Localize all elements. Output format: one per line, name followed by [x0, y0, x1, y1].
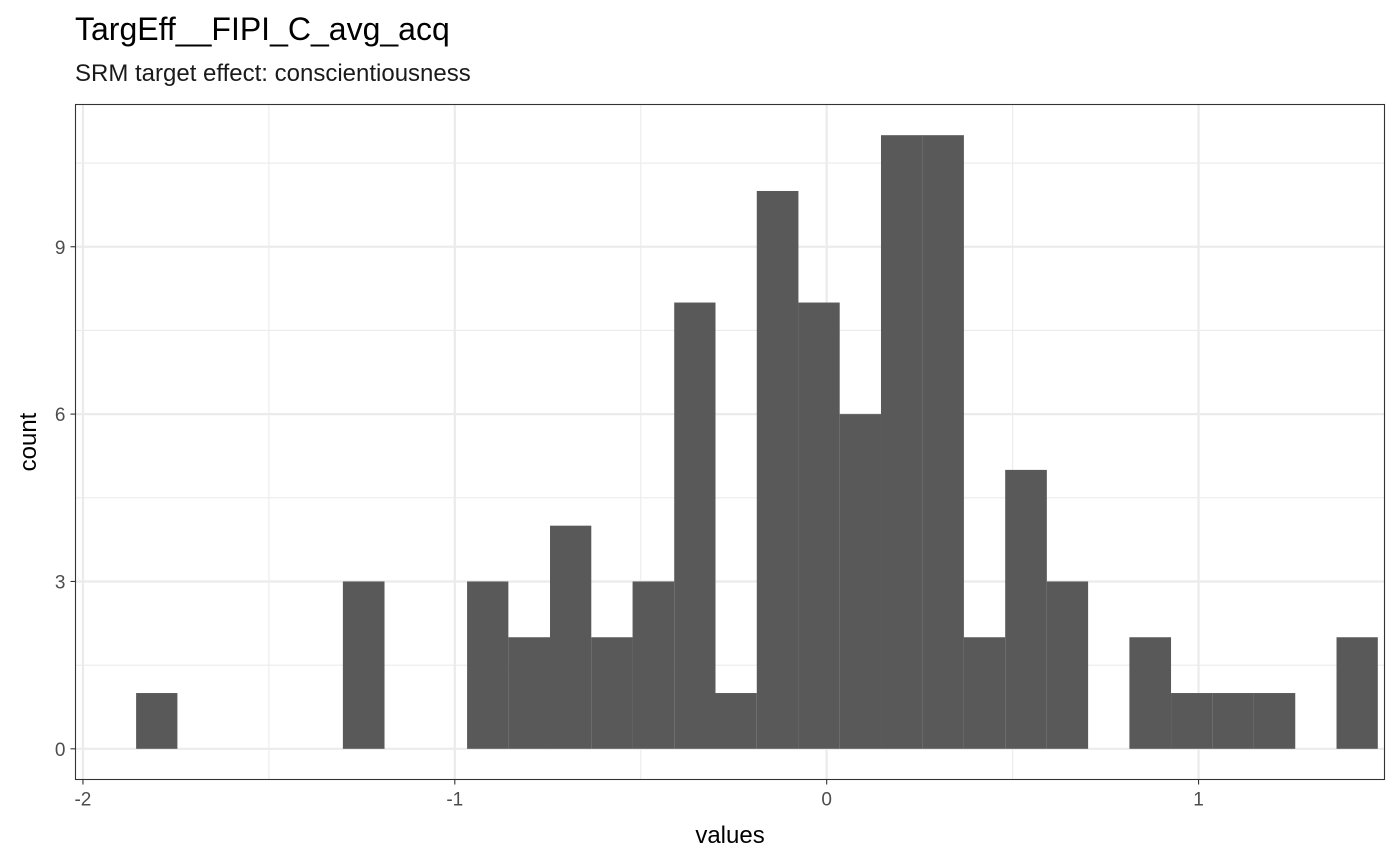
histogram-bar: [508, 637, 551, 749]
x-tick-label: 1: [1193, 790, 1204, 811]
histogram-bar: [798, 302, 840, 749]
histogram-bar: [1005, 469, 1047, 749]
histogram-bar: [880, 135, 923, 749]
histogram-bar: [1171, 693, 1213, 749]
histogram-bar: [1129, 637, 1172, 749]
y-axis-title: count: [15, 412, 42, 471]
y-axis: 0 3 6 9: [55, 238, 76, 761]
histogram-bar: [632, 581, 675, 749]
chart-title: TargEff__FIPI_C_avg_acq: [75, 11, 450, 47]
histogram-bar: [467, 581, 509, 749]
histogram-bar: [963, 637, 1006, 749]
histogram-bar: [1253, 693, 1296, 749]
panel-border: [74, 103, 1386, 781]
y-tick-label: 0: [55, 740, 66, 761]
x-axis: -2 -1 0 1: [74, 779, 1204, 811]
histogram-bar: [756, 190, 799, 749]
histogram-bar: [136, 693, 178, 749]
x-axis-title: values: [695, 822, 764, 849]
x-tick-label: -2: [74, 790, 91, 811]
histogram-bar: [839, 414, 881, 749]
histogram-bar: [922, 135, 964, 749]
histogram-bar: [1046, 581, 1089, 749]
histogram-bar: [550, 525, 592, 749]
histogram-bar: [591, 637, 633, 749]
y-tick-label: 6: [55, 405, 66, 426]
y-tick-label: 9: [55, 238, 66, 259]
histogram-bar: [674, 302, 716, 749]
histogram-bar: [1336, 637, 1378, 749]
plot-panel: [75, 104, 1385, 780]
histogram-bar: [342, 581, 385, 749]
histogram-bar: [715, 693, 757, 749]
x-tick-label: -1: [446, 790, 463, 811]
chart-subtitle: SRM target effect: conscientiousness: [75, 60, 471, 87]
histogram-bar: [1212, 693, 1254, 749]
x-tick-label: 0: [821, 790, 832, 811]
y-tick-label: 3: [55, 572, 66, 593]
histogram-bars: [136, 135, 1378, 749]
